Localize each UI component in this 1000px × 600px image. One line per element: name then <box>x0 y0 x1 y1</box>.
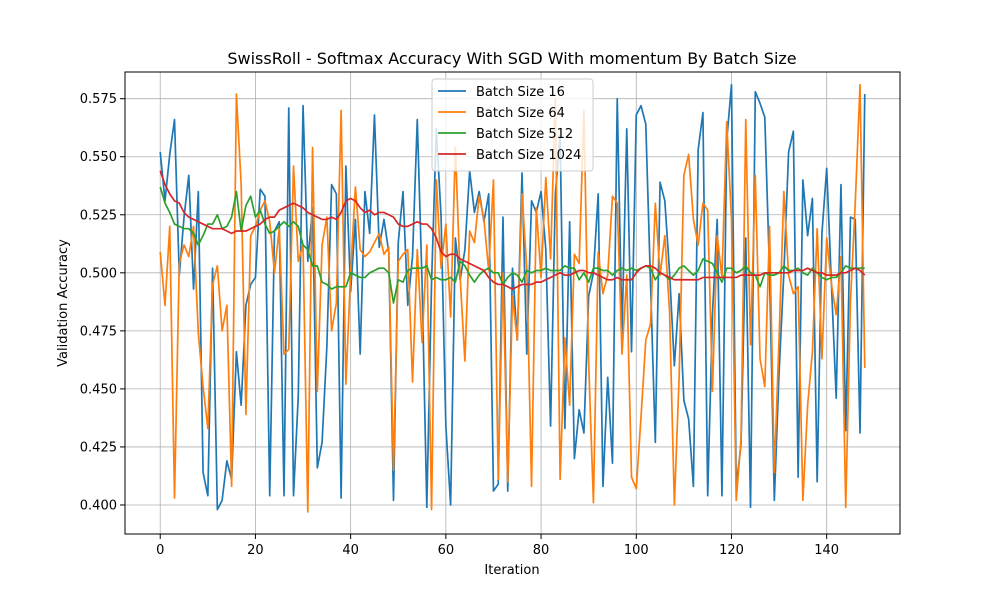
x-tick-label: 60 <box>438 543 455 558</box>
y-tick-label: 0.525 <box>80 208 117 223</box>
x-tick-label: 120 <box>719 543 744 558</box>
series-line-1 <box>159 83 866 511</box>
series-lines <box>159 83 866 513</box>
legend-box <box>431 78 594 172</box>
x-tick-label: 20 <box>247 543 264 558</box>
legend-label: Batch Size 512 <box>476 127 573 142</box>
y-axis-label: Validation Accuracy <box>56 239 71 367</box>
y-tick-label: 0.475 <box>80 324 117 339</box>
legend-label: Batch Size 16 <box>476 85 565 100</box>
x-tick-label: 100 <box>624 543 649 558</box>
plot-frame <box>124 71 901 535</box>
x-tick-label: 80 <box>533 543 550 558</box>
axis-ticks: 0 20 40 60 80 100 120 140 0.400 0.425 0.450 0.475 0.… <box>80 92 839 558</box>
y-tick-label: 0.425 <box>80 440 117 455</box>
legend-label: Batch Size 1024 <box>476 148 581 163</box>
y-tick-label: 0.400 <box>80 498 117 513</box>
y-tick-label: 0.500 <box>80 266 117 281</box>
chart-title: SwissRoll - Softmax Accuracy With SGD Wi… <box>227 49 796 68</box>
series-line-3 <box>159 186 865 304</box>
series-line-2 <box>159 83 866 513</box>
y-tick-label: 0.550 <box>80 150 117 165</box>
x-tick-label: 140 <box>814 543 839 558</box>
series-line-4 <box>159 170 866 290</box>
x-tick-label: 40 <box>342 543 359 558</box>
y-tick-label: 0.575 <box>80 92 117 107</box>
legend: Batch Size 16 Batch Size 64 Batch Size 512… <box>431 78 594 172</box>
y-tick-label: 0.450 <box>80 382 117 397</box>
legend-label: Batch Size 64 <box>476 106 565 121</box>
x-axis-label: Iteration <box>484 563 539 578</box>
x-tick-label: 0 <box>156 543 164 558</box>
